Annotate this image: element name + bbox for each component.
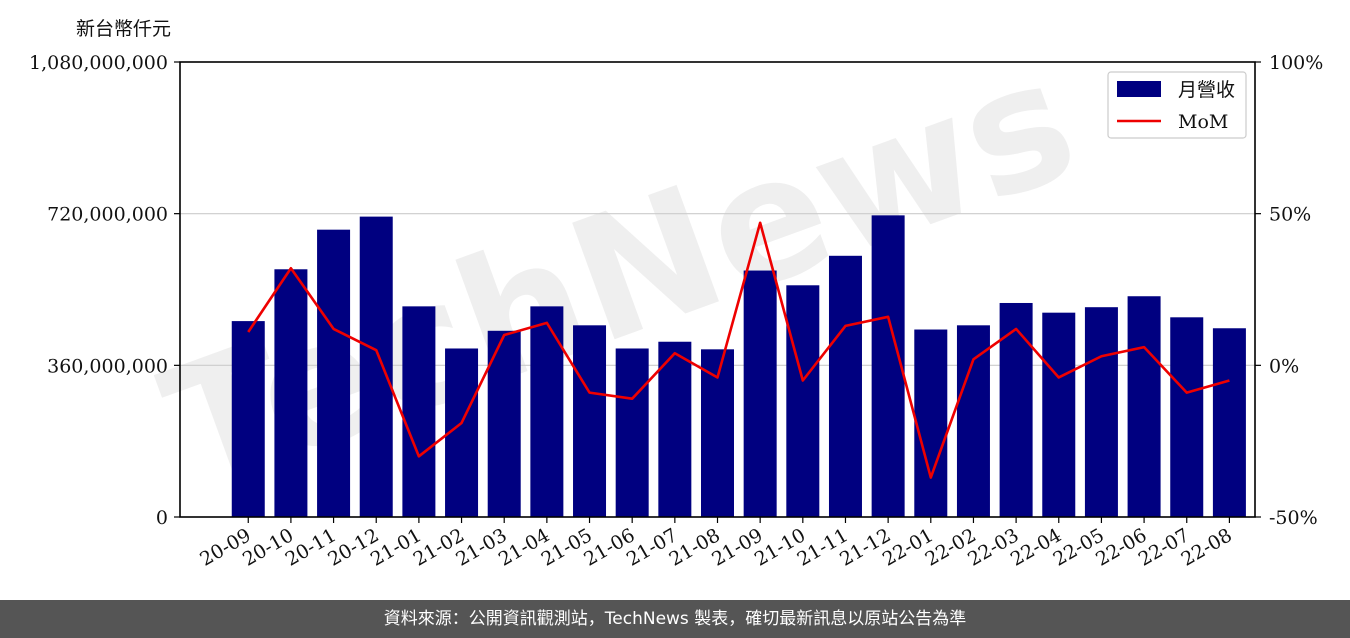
right-tick-label: -50% <box>1269 507 1318 529</box>
bar-20-11 <box>317 229 351 518</box>
y-axis-unit-label: 新台幣仟元 <box>76 18 172 40</box>
left-tick-label: 360,000,000 <box>47 355 168 377</box>
source-footer: 資料來源：公開資訊觀測站，TechNews 製表，確切最新訊息以原站公告為準 <box>0 600 1350 638</box>
bar-21-04 <box>530 306 564 517</box>
bar-22-03 <box>999 302 1033 517</box>
legend-line-label: MoM <box>1178 111 1228 133</box>
right-tick-label: 50% <box>1269 204 1311 226</box>
bar-21-07 <box>658 341 692 517</box>
bar-22-06 <box>1127 296 1161 517</box>
mom-line <box>247 221 1230 479</box>
bar-21-06 <box>615 348 649 517</box>
legend-bar-swatch <box>1117 81 1161 97</box>
bar-21-05 <box>573 325 607 517</box>
right-tick-label: 0% <box>1269 355 1299 377</box>
right-tick-label: 100% <box>1269 52 1323 74</box>
mom-series-line <box>247 221 1230 479</box>
legend-bar-label: 月營收 <box>1178 79 1235 101</box>
bar-22-08 <box>1212 328 1246 517</box>
left-tick-label: 720,000,000 <box>47 204 168 226</box>
bar-20-09 <box>231 321 265 517</box>
bar-21-12 <box>871 215 905 517</box>
legend: 月營收 MoM <box>1107 71 1247 139</box>
revenue-bars <box>231 215 1246 518</box>
bar-22-02 <box>956 325 990 517</box>
left-tick-label: 1,080,000,000 <box>29 52 168 74</box>
left-tick-label: 0 <box>156 507 168 529</box>
bar-21-11 <box>828 255 862 517</box>
revenue-chart: TechNews 0360,000,000720,000,0001,080,00… <box>29 21 1323 571</box>
bar-21-10 <box>786 285 820 517</box>
bar-22-07 <box>1170 317 1204 517</box>
bar-20-10 <box>274 269 308 517</box>
bar-21-03 <box>487 330 521 517</box>
bar-22-01 <box>914 329 948 517</box>
bar-21-09 <box>743 270 777 517</box>
bar-20-12 <box>359 216 393 518</box>
bar-22-04 <box>1042 312 1076 517</box>
bar-22-05 <box>1084 307 1118 517</box>
bar-21-01 <box>402 306 436 517</box>
